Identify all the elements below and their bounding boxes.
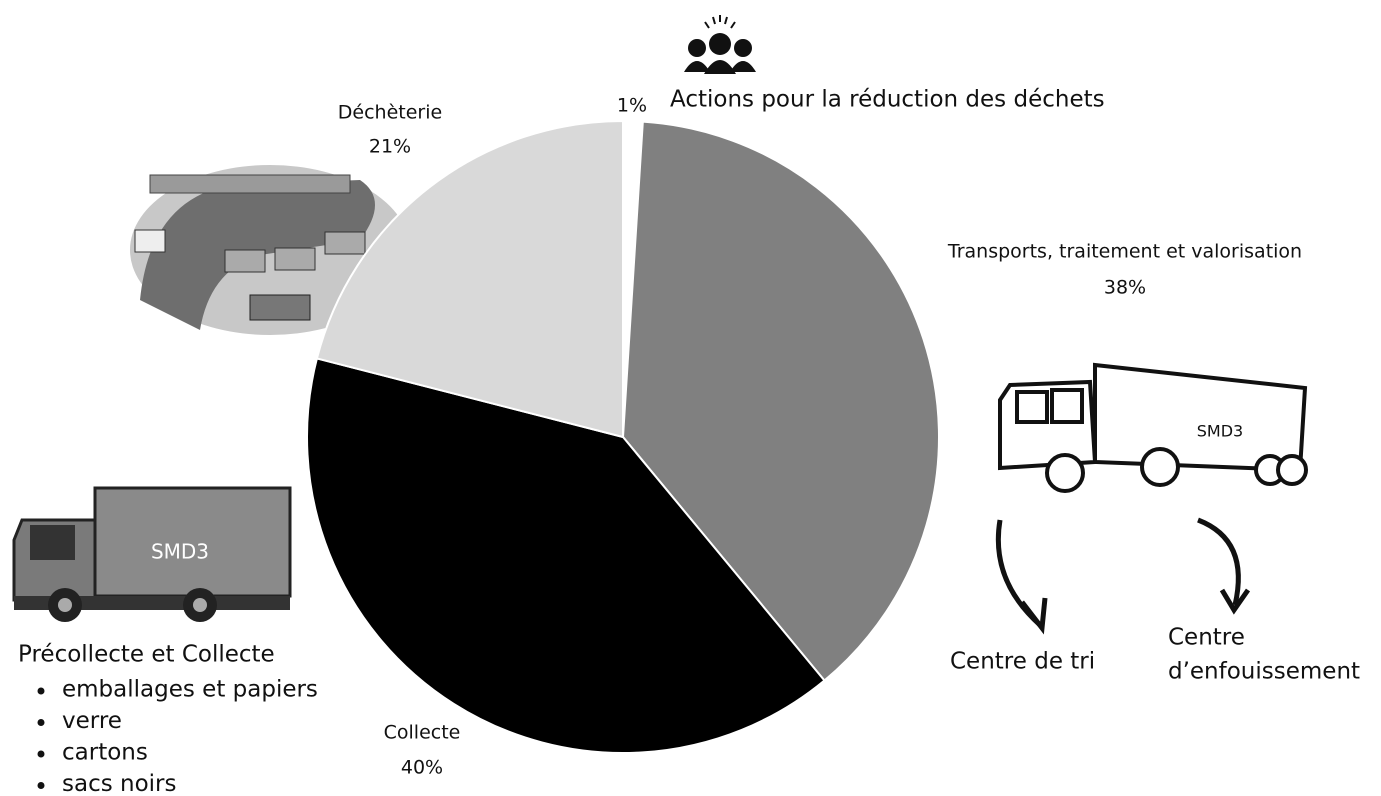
bullet [37,782,45,789]
slice-name: Transports, traitement et valorisation [947,241,1302,263]
bullet [37,687,45,695]
slice-value-label: 21% [369,136,411,158]
svg-text:SMD3: SMD3 [1197,422,1243,441]
svg-text:SMD3: SMD3 [151,540,209,564]
bullet [37,750,45,758]
slice-value-label: 40% [401,757,443,779]
pie [306,119,940,754]
bullet [37,719,45,726]
destination-label: Centre [1168,625,1245,651]
collection-item: sacs noirs [62,771,177,796]
slice-name: Collecte [384,722,461,744]
slice-name: Actions pour la réduction des déchets [670,87,1105,113]
arrows [995,517,1251,635]
people-icon [684,15,756,74]
pie-slice [306,357,826,754]
destination-label: Centre de tri [950,649,1095,675]
collection-title: Précollecte et Collecte [18,642,275,668]
collection-item: cartons [62,740,148,766]
destination-label: d’enfouissement [1168,659,1360,685]
labels: Actions pour la réduction des déchets 1% T… [18,87,1360,796]
pie-slice [315,119,624,439]
collection-truck-illustration: SMD3 [12,486,292,622]
collection-item: emballages et papiers [62,677,318,703]
slice-value-label: 1% [617,95,647,117]
slice-value-label: 38% [1104,277,1146,299]
pie-slice [621,120,940,682]
collection-item: verre [62,708,122,734]
transport-truck-illustration: SMD3 [998,362,1308,493]
recycling-center-illustration [130,165,410,335]
slice-name: Déchèterie [338,102,442,124]
